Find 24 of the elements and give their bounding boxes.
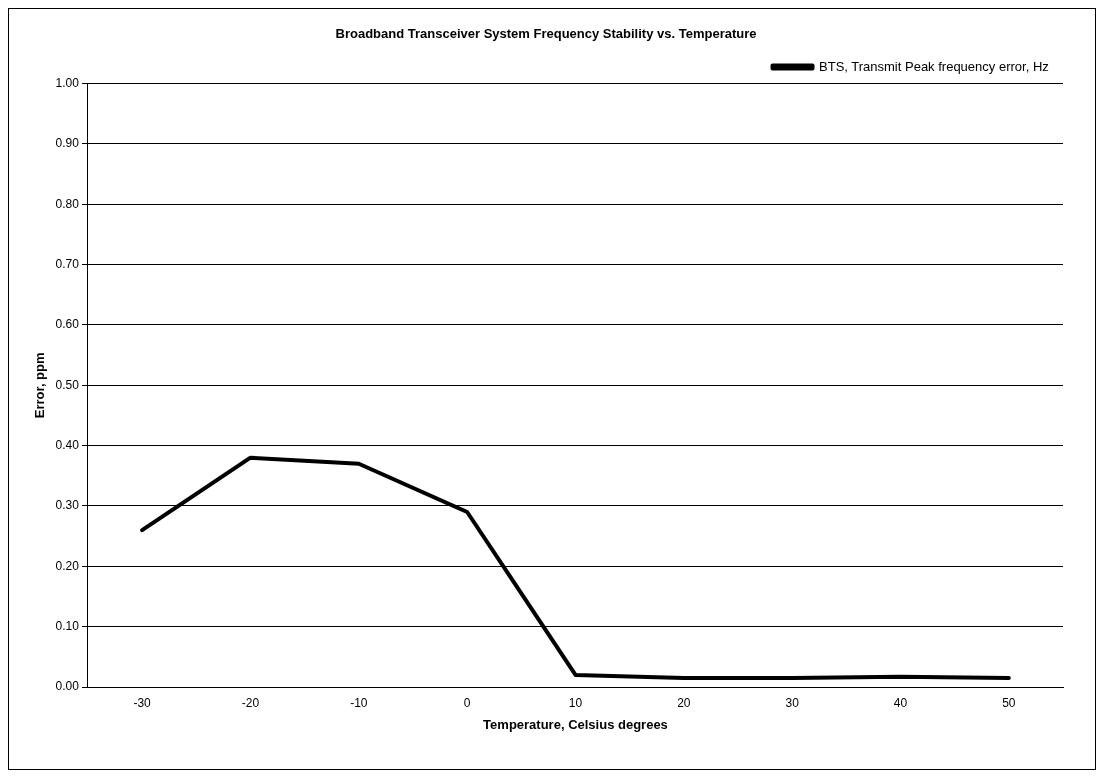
- y-tick-label: 0.60: [55, 317, 80, 332]
- y-tick-label: 0.50: [55, 377, 80, 392]
- x-tick-label: 0: [463, 695, 471, 710]
- x-tick-label: 20: [677, 695, 691, 710]
- x-tick-label: 30: [785, 695, 800, 710]
- y-tick-label: 0.00: [55, 679, 80, 694]
- y-tick-label: 0.80: [55, 196, 80, 211]
- x-tick-label: 40: [893, 695, 908, 710]
- y-tick-label: 0.90: [55, 136, 80, 151]
- x-axis-title: Temperature, Celsius degrees: [483, 716, 668, 732]
- x-tick-label: 10: [568, 695, 583, 710]
- y-tick-label: 1.00: [55, 75, 80, 90]
- legend-label: BTS, Transmit Peak frequency error, Hz: [819, 58, 1049, 74]
- y-tick-label: 0.10: [55, 618, 80, 633]
- x-tick-label: -20: [241, 695, 260, 710]
- x-tick-label: -30: [133, 695, 152, 710]
- x-tick-label: 50: [1002, 695, 1016, 710]
- y-tick-label: 0.70: [55, 256, 80, 271]
- x-tick-label: -10: [350, 695, 368, 710]
- y-tick-label: 0.30: [55, 498, 80, 513]
- y-tick-label: 0.40: [55, 437, 80, 452]
- y-axis-title: Error, ppm: [32, 352, 48, 419]
- y-tick-label: 0.20: [55, 558, 80, 573]
- chart-title: Broadband Transceiver System Frequency Stability vs. Temperature: [335, 26, 757, 42]
